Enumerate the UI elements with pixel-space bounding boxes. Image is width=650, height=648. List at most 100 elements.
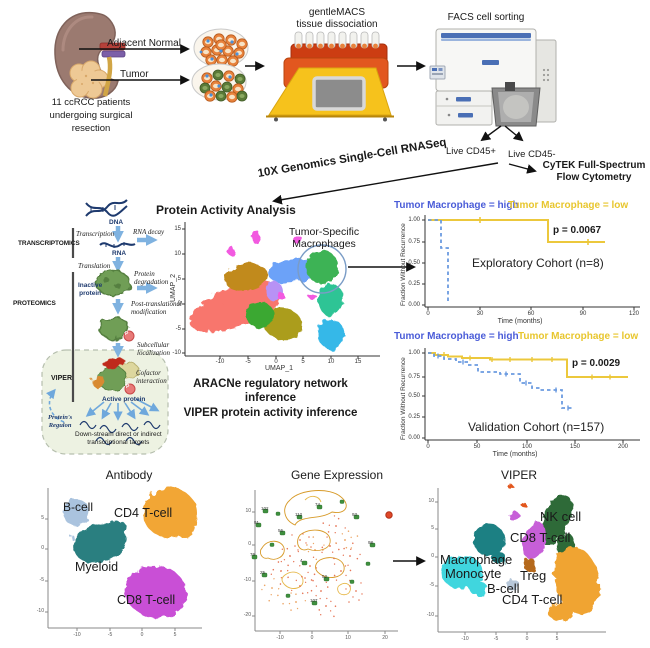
km2-xtick: 50	[473, 444, 481, 450]
gene-ytick: 10	[245, 508, 251, 514]
km1-xtick: 120	[628, 311, 640, 317]
live-cd45pos-label: Live CD45+	[446, 146, 496, 157]
umap-ytick: -10	[172, 349, 181, 356]
antibody-xtick: 0	[140, 632, 144, 638]
translation-label: Translation	[78, 262, 111, 270]
km-exploratory	[422, 215, 640, 310]
km1-xlabel: Time (months)	[497, 318, 543, 325]
gene-cluster-id: 91	[254, 520, 260, 525]
antibody-title: Antibody	[105, 468, 153, 482]
aracne-caption: ARACNe regulatory network inference VIPE…	[183, 378, 358, 419]
protein-degradation-label: Protein degradation	[134, 270, 169, 287]
dna-icon	[85, 199, 128, 217]
dna-label: DNA	[109, 219, 124, 226]
km1-ytick: 0.75	[408, 238, 420, 245]
gene-expression-clusters	[251, 499, 376, 606]
rna-icon	[99, 242, 136, 248]
live-cd45neg-label: Live CD45-	[508, 149, 556, 160]
km1-xtick: 30	[476, 311, 484, 317]
gene-cluster-id: 102	[261, 506, 269, 511]
antibody-bcell-label: B-cell	[63, 500, 94, 514]
viper-treg-label: Treg	[520, 568, 547, 583]
gene-ytick: -10	[243, 577, 251, 583]
km2-ytick: 0.00	[408, 434, 420, 441]
km1-xtick: 90	[579, 311, 587, 317]
gene-xtick: 0	[310, 635, 314, 641]
km1-ytick: 0.00	[408, 301, 420, 308]
dissociation-label: gentleMACS tissue dissociation	[296, 7, 378, 30]
km1-xtick: 60	[527, 311, 535, 317]
viper-xtick: -5	[493, 636, 499, 642]
umap-ytick: 15	[174, 225, 181, 232]
umap-ytick: 5	[177, 275, 181, 282]
km-validation	[422, 348, 640, 443]
tumor-label: Tumor	[120, 69, 149, 80]
kidney-tumor	[69, 60, 109, 99]
flow-arrows	[79, 44, 537, 566]
antibody-ytick: 5	[41, 515, 44, 521]
process-arrows	[112, 226, 158, 358]
gene-xtick: 20	[382, 635, 388, 641]
viper-cd8-label: CD8 T-cell	[510, 530, 571, 545]
viper-ytick: 0	[431, 553, 434, 559]
gene-xtick: 10	[345, 635, 351, 641]
proteomics-label: PROTEOMICS	[13, 300, 56, 307]
modified-protein-icon	[98, 316, 135, 342]
viper-ytick: -5	[429, 582, 434, 588]
facs-label: FACS cell sorting	[447, 12, 525, 23]
pathway-diagram-graphics	[41, 199, 169, 455]
viper-monocyte-label: Monocyte	[445, 566, 502, 581]
umap-xtick: -5	[245, 359, 251, 365]
viper-xtick: 0	[525, 636, 529, 642]
km1-low-curve	[428, 219, 605, 243]
cell-suspension-tumor	[191, 63, 247, 102]
regulon-arrows	[46, 388, 160, 423]
km1-ylabel: Fraction Without Recurrence	[400, 223, 407, 306]
km2-xtick: 150	[569, 444, 581, 450]
km1-xtick: 0	[426, 311, 430, 317]
km2-xtick: 0	[426, 444, 430, 450]
patients-caption: 11 ccRCC patients undergoing surgical re…	[49, 97, 133, 134]
gene-cluster-id: 25	[260, 570, 266, 575]
active-protein-label: Active protein	[102, 396, 146, 403]
renal-vessels	[99, 42, 126, 97]
viper-ytick: 5	[431, 525, 434, 531]
gene-xtick: -10	[276, 635, 284, 641]
km2-pvalue: p = 0.0029	[572, 358, 621, 369]
km2-xtick: 200	[617, 444, 629, 450]
umap-ytick: 0	[177, 300, 181, 307]
antibody-cd4-label: CD4 T-cell	[114, 506, 173, 520]
active-protein-complex-icon	[92, 357, 140, 395]
viper-macrophage-label: Macrophage	[440, 552, 513, 567]
viper-cd4-label: CD4 T-cell	[502, 592, 563, 607]
phosphate-label-2: P	[126, 384, 130, 390]
kidney-illustration	[54, 12, 126, 99]
km2-xtick: 100	[521, 444, 533, 450]
umap-xtick: 15	[354, 359, 362, 365]
cytek-label: CyTEK Full-Spectrum Flow Cytometry	[542, 160, 646, 183]
transcription-label: Transcription	[76, 230, 115, 238]
km1-ytick: 0.25	[408, 280, 420, 287]
viper-xtick: -10	[461, 636, 469, 642]
gene-cluster-id: 98	[368, 540, 374, 545]
km1-legend-high: Tumor Macrophage = high	[394, 200, 519, 211]
viper-ytick: 10	[428, 498, 434, 504]
gene-cluster-id: 112	[295, 512, 303, 517]
umap-xlabel: UMAP_1	[264, 365, 294, 372]
km2-legend-high: Tumor Macrophage = high	[394, 331, 519, 342]
downstream-label: Down-stream direct or indirect transcrip…	[75, 431, 162, 446]
gene-expression-title: Gene Expression	[290, 468, 384, 482]
km2-legend-low: Tumor Macrophage = low	[518, 331, 639, 342]
gene-cluster-id: 76	[250, 552, 256, 557]
gene-ytick: -20	[243, 612, 251, 618]
transcriptomics-label: TRANSCRIPTOMICS	[18, 240, 80, 247]
antibody-ytick: 0	[41, 545, 44, 551]
rna-decay-label: RNA decay	[133, 228, 165, 236]
antibody-xtick: 5	[173, 632, 177, 638]
km2-ylabel: Fraction Without Recurrence	[400, 357, 407, 440]
antibody-ytick: -10	[36, 608, 44, 614]
km1-legend-low: Tumor Macrophage = low	[508, 200, 629, 211]
km2-cohort-label: Validation Cohort (n=157)	[468, 420, 605, 434]
km1-ytick: 1.00	[408, 216, 420, 223]
